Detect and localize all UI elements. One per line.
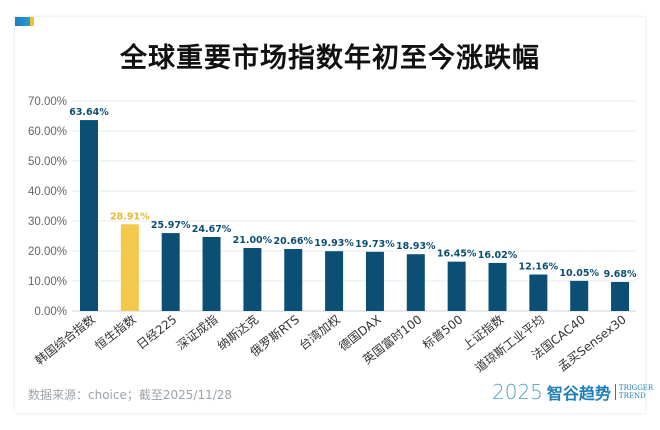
data-label: 10.05% [559, 268, 599, 279]
bar [120, 224, 139, 311]
bar [284, 249, 303, 311]
data-label: 12.16% [519, 262, 559, 273]
x-tick-label: 日经225 [134, 312, 180, 352]
bar [80, 120, 98, 311]
y-tick-label: 10.00% [28, 276, 67, 288]
bar [406, 254, 425, 311]
bar [325, 251, 344, 311]
y-tick-label: 40.00% [28, 186, 67, 198]
data-label: 63.64% [69, 107, 109, 118]
bar [570, 280, 589, 311]
data-label: 19.73% [355, 239, 395, 250]
x-tick-label: 标普500 [420, 312, 466, 352]
y-tick-label: 70.00% [28, 96, 67, 108]
bar [243, 248, 262, 311]
data-label: 16.02% [478, 250, 518, 261]
data-label: 9.68% [604, 269, 637, 280]
bar [611, 281, 630, 311]
data-label: 18.93% [396, 241, 436, 252]
x-tick-label: 台湾加权 [296, 312, 343, 353]
y-tick-label: 0.00% [34, 306, 67, 318]
data-label: 19.93% [314, 238, 354, 249]
data-source: 数据来源：choice；截至2025/11/28 [28, 388, 233, 402]
data-label: 20.66% [273, 236, 313, 247]
y-tick-label: 30.00% [28, 216, 67, 228]
bar [488, 262, 507, 311]
bar [161, 233, 180, 311]
x-tick-label: 道琼斯工业平均 [472, 312, 547, 376]
bar [529, 274, 548, 311]
y-tick-label: 20.00% [28, 246, 67, 258]
x-tick-label: 深证成指 [173, 312, 220, 353]
logo-year: 2025 [492, 380, 543, 404]
bar [447, 261, 466, 311]
bar [202, 236, 221, 311]
data-label: 16.45% [437, 249, 477, 260]
x-tick-label: 恒生指数 [92, 312, 139, 353]
chart-title: 全球重要市场指数年初至今涨跌幅 [120, 43, 540, 74]
brand-logo: 2025 智谷趋势 TRIGGER TREND [492, 380, 653, 404]
logo-en: TRIGGER TREND [614, 384, 653, 400]
y-tick-label: 60.00% [28, 126, 67, 138]
logo-name: 智谷趋势 [546, 384, 611, 403]
corner-accent [15, 17, 34, 26]
x-tick-label: 韩国综合指数 [32, 312, 98, 368]
chart-card [15, 17, 645, 413]
data-label: 28.91% [110, 211, 150, 222]
y-tick-label: 50.00% [28, 156, 67, 168]
bar [365, 251, 384, 311]
data-label: 21.00% [233, 235, 273, 246]
data-label: 24.67% [192, 224, 232, 235]
data-label: 25.97% [151, 220, 191, 231]
